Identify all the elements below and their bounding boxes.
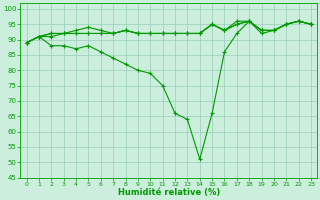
X-axis label: Humidité relative (%): Humidité relative (%) (118, 188, 220, 197)
